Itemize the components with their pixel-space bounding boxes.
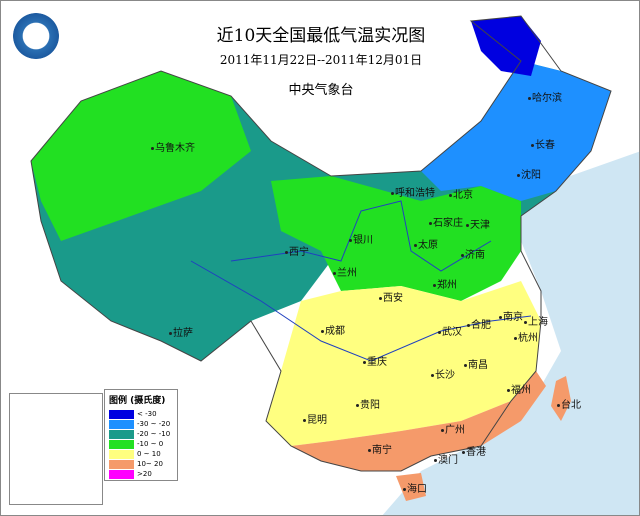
city-label: 南昌 [464, 356, 488, 371]
legend-label: -30 ~ -20 [137, 420, 171, 428]
city-label: 合肥 [467, 316, 491, 331]
legend-swatch [109, 419, 134, 429]
legend-item: 0 ~ 10 [109, 449, 177, 459]
region-minus10-0 [31, 71, 251, 241]
map-title: 近10天全国最低气温实况图 [216, 26, 426, 46]
city-label: 长春 [531, 136, 555, 151]
city-label: 香港 [462, 443, 486, 458]
city-label: 北京 [449, 186, 473, 201]
city-label: 广州 [441, 421, 465, 436]
city-label: 重庆 [363, 353, 387, 368]
city-label: 乌鲁木齐 [151, 139, 195, 154]
legend-item: -20 ~ -10 [109, 429, 177, 439]
region-minus30-minus20 [421, 61, 611, 201]
city-label: 台北 [557, 396, 581, 411]
legend-label: >20 [137, 470, 152, 478]
legend-item: >20 [109, 469, 177, 479]
sea [382, 151, 639, 515]
city-label: 兰州 [333, 264, 357, 279]
legend-label: < -30 [137, 410, 157, 418]
city-label: 郑州 [433, 276, 457, 291]
city-label: 银川 [349, 231, 373, 246]
city-label: 杭州 [514, 329, 538, 344]
country-outline [30, 15, 612, 472]
city-label: 福州 [507, 381, 531, 396]
city-label: 哈尔滨 [528, 89, 562, 104]
legend-item: 10~ 20 [109, 459, 177, 469]
legend-swatch [109, 469, 134, 479]
city-label: 长沙 [431, 366, 455, 381]
city-label: 海口 [403, 480, 427, 495]
legend-swatch [109, 409, 134, 419]
south-china-sea-inset [9, 393, 103, 505]
legend-label: -10 ~ 0 [137, 440, 164, 448]
city-label: 昆明 [303, 411, 327, 426]
city-label: 太原 [414, 236, 438, 251]
city-label: 天津 [466, 216, 490, 231]
legend-swatch [109, 429, 134, 439]
city-label: 呼和浩特 [391, 184, 435, 199]
legend-item: -10 ~ 0 [109, 439, 177, 449]
legend-title: 图例 (摄氏度) [109, 396, 166, 406]
legend-label: 10~ 20 [137, 460, 163, 468]
city-label: 武汉 [438, 323, 462, 338]
legend-item: -30 ~ -20 [109, 419, 177, 429]
region-below-minus30 [471, 16, 541, 76]
legend-label: -20 ~ -10 [137, 430, 171, 438]
city-label: 西宁 [285, 243, 309, 258]
legend: 图例 (摄氏度) < -30 -30 ~ -20 -20 ~ -10 -10 ~ 0 0… [104, 389, 178, 481]
city-label: 南京 [499, 308, 523, 323]
city-label: 拉萨 [169, 324, 193, 339]
legend-item: < -30 [109, 409, 177, 419]
city-label: 沈阳 [517, 166, 541, 181]
city-label: 济南 [461, 246, 485, 261]
city-label: 澳门 [434, 451, 458, 466]
legend-swatch [109, 449, 134, 459]
date-range: 2011年11月22日--2011年12月01日 [219, 53, 423, 67]
city-label: 成都 [321, 322, 345, 337]
city-label: 贵阳 [356, 396, 380, 411]
region-10-20 [291, 371, 546, 471]
legend-swatch [109, 439, 134, 449]
legend-label: 0 ~ 10 [137, 450, 161, 458]
city-label: 西安 [379, 289, 403, 304]
cma-logo [13, 13, 59, 59]
legend-swatch [109, 459, 134, 469]
city-label: 南宁 [368, 441, 392, 456]
agency: 中央气象台 [288, 83, 354, 98]
city-label: 上海 [524, 313, 548, 328]
city-label: 石家庄 [429, 214, 463, 229]
